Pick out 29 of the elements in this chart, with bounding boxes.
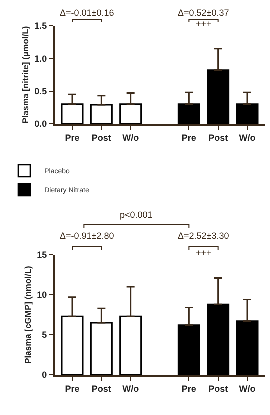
x-tick-label: Post [92, 132, 112, 143]
y-tick-label: 0.0 [34, 119, 48, 130]
x-tick-label: Pre [65, 132, 80, 143]
y-tick-label: 0 [42, 370, 48, 380]
text: p<0.001 [120, 210, 153, 220]
y-tick-label: 0.5 [34, 86, 48, 96]
x-tick-label: W/o [239, 132, 256, 143]
x-tick-label: W/o [122, 384, 140, 394]
annotation: +++ [196, 19, 212, 29]
y-tick-label: 5 [42, 330, 48, 340]
x-tick-label: Pre [182, 384, 196, 394]
text: Δ=-0.01±0.16 [60, 8, 114, 18]
x-tick-label: Post [208, 384, 228, 394]
x-tick-label: Pre [65, 384, 80, 394]
y-axis-title: Plasma [nitrite] (μmol/L) [20, 26, 31, 124]
y-tick-label: 10 [37, 290, 48, 300]
y-tick-label: 1.0 [34, 54, 48, 64]
text: Δ=-0.91±2.80 [60, 231, 114, 241]
x-tick-label: W/o [122, 132, 140, 143]
text: Δ=0.52±0.37 [178, 8, 230, 18]
y-tick-label: 15 [37, 250, 48, 260]
x-tick-label: Post [208, 132, 228, 143]
x-tick-label: Post [92, 384, 112, 394]
y-axis-title: Plasma [cGMP] (nmol/L) [23, 266, 34, 364]
annotation: +++ [196, 248, 212, 258]
x-tick-label: W/o [239, 384, 256, 394]
y-tick-label: 1.5 [34, 21, 48, 32]
text: Δ=2.52±3.30 [178, 231, 230, 241]
x-tick-label: Pre [182, 132, 196, 143]
